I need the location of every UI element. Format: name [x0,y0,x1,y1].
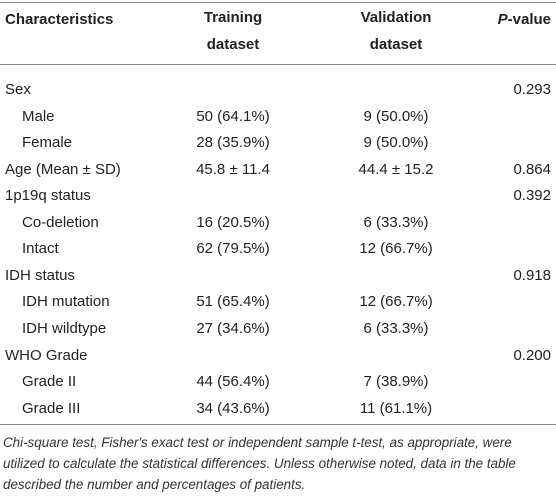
header-cell: P-value [498,11,551,29]
cell-value: 0.864 [513,160,551,178]
cell-value: 28 (35.9%) [196,134,270,152]
cell-value: 45.8 ± 11.4 [196,160,270,178]
header-text: -value [507,11,551,28]
row-label: Co-deletion [22,213,99,231]
cell-value: 44 (56.4%) [196,373,270,391]
cell-value: 50 (64.1%) [196,107,270,125]
footnote: Chi-square test, Fisher's exact test or … [3,435,516,492]
cell-value: 62 (79.5%) [196,240,270,258]
row-label: Female [22,134,73,152]
row-label: Grade III [22,399,81,417]
cell-value: 6 (33.3%) [363,319,429,337]
row-label: IDH status [5,266,76,284]
row-label: Age (Mean ± SD) [5,160,121,178]
row-label: Male [22,107,55,125]
cell-value: 11 (61.1%) [359,399,433,417]
header-rule [0,64,556,65]
cell-value: 7 (38.9%) [363,373,429,391]
cell-value: 9 (50.0%) [363,134,429,152]
cell-value: 0.918 [513,266,551,284]
cell-value: 34 (43.6%) [196,399,270,417]
header-cell: Training dataset [203,9,263,53]
cell-value: 27 (34.6%) [196,319,270,337]
row-label: 1p19q status [5,187,91,205]
cell-value: 9 (50.0%) [363,107,429,125]
header-italic: P [497,11,508,28]
row-label: IDH wildtype [22,319,107,337]
row-label: Grade II [22,373,77,391]
row-label: Sex [5,81,31,98]
cell-value: 0.200 [513,346,551,364]
bottom-rule [0,424,556,425]
row-label: Intact [22,240,59,258]
row-label: WHO Grade [5,346,88,364]
header-cell: Characteristics [5,11,114,28]
cell-value: 0.392 [513,187,551,205]
cell-value: 0.293 [513,81,551,98]
cell-value: 6 (33.3%) [363,213,429,231]
cell-value: 12 (66.7%) [359,240,433,258]
cell-value: 51 (65.4%) [196,293,270,311]
top-rule [0,2,556,3]
row-label: IDH mutation [22,293,110,311]
cell-value: 12 (66.7%) [359,293,433,311]
cell-value: 44.4 ± 15.2 [358,160,434,178]
header-cell: Validation dataset [360,9,432,53]
cell-value: 16 (20.5%) [196,213,270,231]
